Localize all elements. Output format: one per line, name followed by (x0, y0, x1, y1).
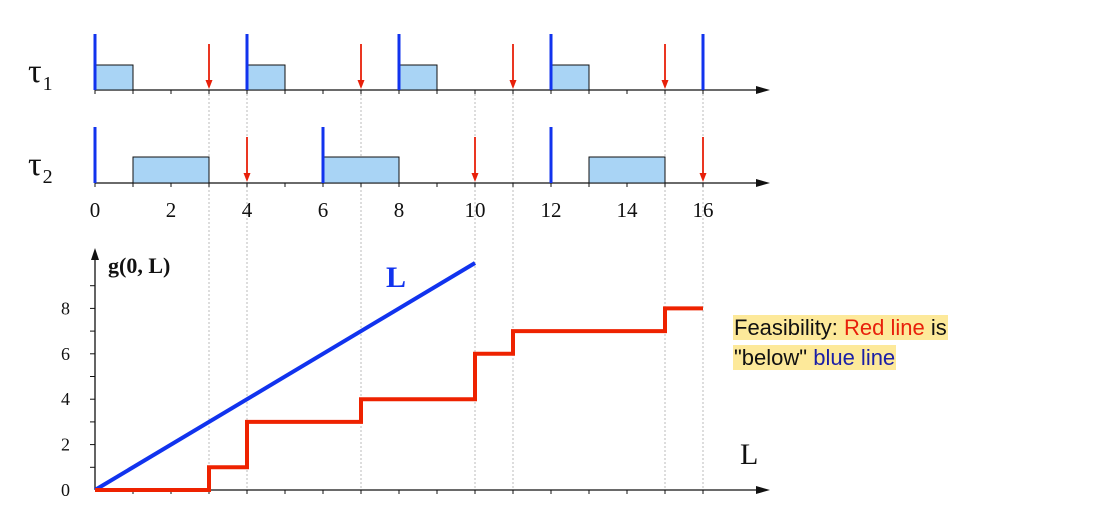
x-tick-label-4: 4 (242, 198, 253, 222)
task-1-deadline-arrow-3 (661, 80, 669, 89)
y-tick-label-4: 4 (61, 389, 70, 409)
time-axis-tick-labels: 0 2 4 6 8 10 12 14 16 (90, 198, 714, 222)
x-tick-label-2: 2 (166, 198, 177, 222)
task-1-deadline-arrow-0 (205, 80, 213, 89)
demand-plot: 0 2 4 6 8 g(0, L) L L (61, 248, 770, 500)
y-tick-label-2: 2 (61, 435, 70, 455)
task-1-deadline-arrow-2 (509, 80, 517, 89)
blue-line-series (93, 261, 477, 492)
task-1-execution-0 (94, 64, 134, 91)
task-2-label-subscript: 2 (43, 166, 53, 188)
task-2-execution-0 (132, 156, 210, 184)
red-line-series (95, 306, 703, 492)
task-2-deadline-arrow-2 (699, 173, 707, 182)
task-2-deadline-arrow-0 (243, 173, 251, 182)
task-2-label: τ2 (28, 146, 53, 188)
task-1-deadline-arrow-1 (357, 80, 365, 89)
red-line-label: Red line (844, 315, 925, 340)
callout-text-3: "below" (734, 345, 814, 370)
task-2-execution-1 (322, 156, 400, 184)
y-tick-label-0: 0 (61, 480, 70, 500)
task-1-axis-arrow (756, 86, 770, 94)
callout-line-1: Feasibility: Red line is (733, 313, 948, 343)
task-1-execution-3 (550, 64, 590, 91)
task-2-timeline: τ2 (28, 127, 770, 188)
x-tick-label-8: 8 (394, 198, 405, 222)
y-tick-label-8: 8 (61, 298, 70, 318)
x-axis-label: L (740, 438, 758, 471)
x-tick-label-14: 14 (617, 198, 639, 222)
task-2-deadline-arrow-1 (471, 173, 479, 182)
blue-line-label: blue line (813, 345, 896, 370)
plot-x-axis-arrow (756, 486, 770, 494)
plot-y-axis-arrow (91, 248, 99, 260)
grid-lines (208, 90, 704, 490)
x-tick-label-10: 10 (465, 198, 486, 222)
task-1-execution-1 (246, 64, 286, 91)
task-1-timeline: τ1 (28, 34, 770, 95)
x-tick-label-16: 16 (693, 198, 714, 222)
y-axis-label: g(0, L) (108, 253, 170, 278)
feasibility-callout: Feasibility: Red line is "below" blue li… (733, 313, 948, 373)
blue-line-label: L (386, 261, 406, 294)
task-1-label-subscript: 1 (43, 73, 53, 95)
task-1-label: τ1 (28, 53, 53, 95)
callout-text-1: Feasibility: (734, 315, 845, 340)
callout-line-2: "below" blue line (733, 343, 948, 373)
x-tick-label-12: 12 (541, 198, 562, 222)
task-2-execution-2 (588, 156, 666, 184)
y-tick-label-6: 6 (61, 344, 70, 364)
x-tick-label-6: 6 (318, 198, 329, 222)
callout-text-2: is (924, 315, 947, 340)
task-2-axis-arrow (756, 179, 770, 187)
task-1-execution-2 (398, 64, 438, 91)
x-tick-label-0: 0 (90, 198, 101, 222)
